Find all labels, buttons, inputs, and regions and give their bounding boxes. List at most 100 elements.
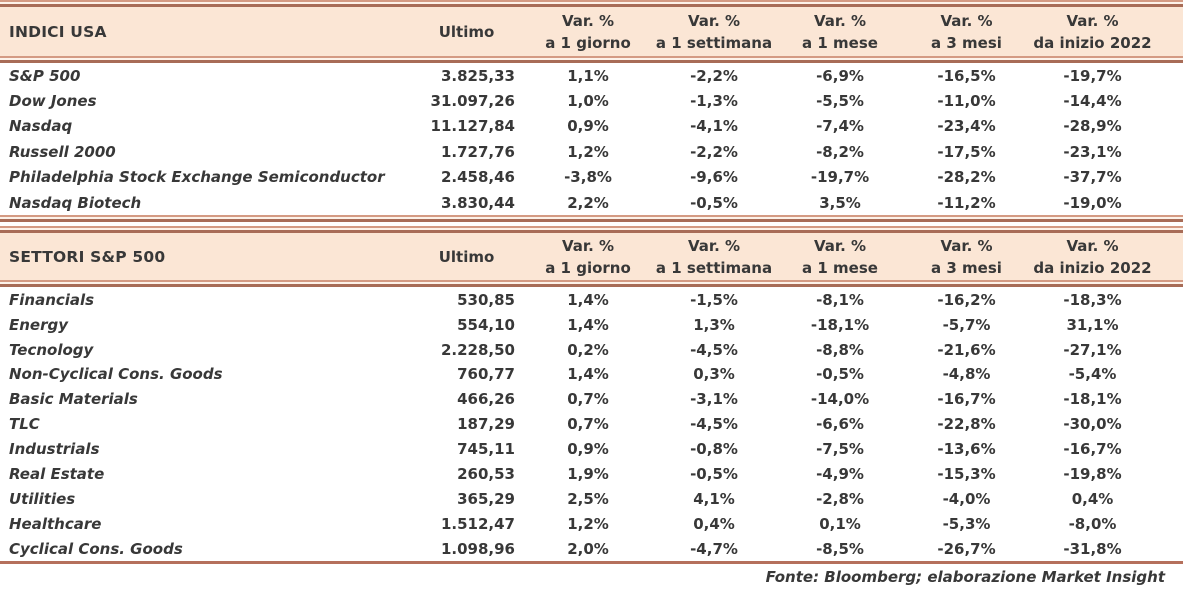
table-row: Healthcare 1.512,47 1,2% 0,4% 0,1% -5,3% -8,0% [0, 511, 1183, 536]
row-label: Real Estate [9, 465, 105, 484]
table-row: Utilities 365,29 2,5% 4,1% -2,8% -4,0% 0,4% [0, 486, 1183, 511]
column-header-var-1-mese: Var. % a 1 mese [802, 11, 878, 52]
row-var-value: 1,4% [567, 290, 609, 309]
row-var-value: -19,7% [1063, 66, 1122, 85]
row-var-value: -28,2% [937, 168, 996, 187]
table-row: Nasdaq Biotech 3.830,44 2,2% -0,5% 3,5% -11,2… [0, 190, 1183, 215]
row-var-value: 0,7% [567, 390, 609, 409]
row-label: Financials [9, 290, 95, 309]
row-var-value: 0,9% [567, 440, 609, 459]
footer: Fonte: Bloomberg; elaborazione Market In… [0, 564, 1183, 590]
row-var-value: 1,2% [567, 514, 609, 533]
row-var-value: -19,8% [1063, 465, 1122, 484]
row-var-value: 0,7% [567, 415, 609, 434]
row-last-price: 554,10 [457, 315, 515, 334]
row-label: S&P 500 [9, 66, 81, 85]
row-var-value: -18,3% [1063, 290, 1122, 309]
row-var-value: -4,8% [942, 365, 991, 384]
table-row: Dow Jones 31.097,26 1,0% -1,3% -5,5% -11,0% -1… [0, 88, 1183, 113]
row-last-price: 745,11 [457, 440, 515, 459]
column-header-var-inizio-2022: Var. % da inizio 2022 [1033, 11, 1152, 52]
row-last-price: 3.830,44 [440, 193, 515, 212]
table-row: Philadelphia Stock Exchange Semiconducto… [0, 165, 1183, 190]
source-attribution: Fonte: Bloomberg; elaborazione Market In… [765, 568, 1165, 587]
column-header-var-1-giorno: Var. % a 1 giorno [545, 11, 631, 52]
table-row: S&P 500 3.825,33 1,1% -2,2% -6,9% -16,5% -19,7… [0, 63, 1183, 88]
row-var-value: -0,5% [690, 465, 738, 484]
row-var-value: -16,7% [1063, 440, 1122, 459]
row-var-value: -28,9% [1063, 117, 1122, 136]
row-var-value: -31,8% [1063, 539, 1122, 558]
row-last-price: 1.727,76 [440, 142, 515, 161]
divider [0, 56, 1183, 63]
row-var-value: 1,4% [567, 365, 609, 384]
row-var-value: 0,2% [567, 340, 609, 359]
row-last-price: 2.228,50 [440, 340, 515, 359]
row-var-value: -27,1% [1063, 340, 1122, 359]
table-row: Financials 530,85 1,4% -1,5% -8,1% -16,2% -18,… [0, 287, 1183, 312]
bottom-rule [0, 561, 1183, 565]
section-title-settori-sp500: SETTORI S&P 500 [9, 247, 166, 266]
row-var-value: -37,7% [1063, 168, 1122, 187]
row-label: Basic Materials [9, 390, 138, 409]
row-var-value: -7,5% [816, 440, 864, 459]
table-row: Basic Materials 466,26 0,7% -3,1% -14,0% -16,… [0, 387, 1183, 412]
row-var-value: 3,5% [819, 193, 861, 212]
row-label: Cyclical Cons. Goods [9, 539, 183, 558]
row-last-price: 1.098,96 [440, 539, 515, 558]
row-var-value: -6,6% [816, 415, 864, 434]
row-var-value: -23,1% [1063, 142, 1122, 161]
row-var-value: -16,2% [937, 290, 996, 309]
column-header-ultimo: Ultimo [438, 247, 495, 266]
row-var-value: -7,4% [816, 117, 864, 136]
row-var-value: -8,0% [1068, 514, 1117, 533]
row-var-value: -26,7% [937, 539, 996, 558]
row-var-value: -4,7% [690, 539, 738, 558]
column-header-var-3-mesi: Var. % a 3 mesi [931, 11, 1002, 52]
row-var-value: -2,2% [690, 66, 738, 85]
row-var-value: -4,1% [690, 117, 738, 136]
table-row: Energy 554,10 1,4% 1,3% -18,1% -5,7% 31,1% [0, 312, 1183, 337]
row-var-value: -5,7% [942, 315, 991, 334]
row-var-value: 1,0% [567, 92, 609, 111]
row-label: Nasdaq Biotech [9, 193, 142, 212]
row-var-value: -21,6% [937, 340, 996, 359]
row-var-value: -9,6% [690, 168, 738, 187]
table-row: Cyclical Cons. Goods 1.098,96 2,0% -4,7% -8,… [0, 536, 1183, 561]
column-header-var-inizio-2022: Var. % da inizio 2022 [1033, 236, 1152, 277]
row-label: Tecnology [9, 340, 94, 359]
row-var-value: -19,7% [810, 168, 870, 187]
row-var-value: -6,9% [816, 66, 864, 85]
row-var-value: 31,1% [1066, 315, 1119, 334]
divider [0, 280, 1183, 288]
row-last-price: 365,29 [457, 489, 515, 508]
row-last-price: 31.097,26 [430, 92, 515, 111]
row-label: Utilities [9, 489, 76, 508]
row-var-value: -18,1% [810, 315, 870, 334]
divider [0, 226, 1183, 234]
row-var-value: 2,5% [567, 489, 609, 508]
row-var-value: -4,0% [942, 489, 991, 508]
row-label: Russell 2000 [9, 142, 116, 161]
table-row: Real Estate 260,53 1,9% -0,5% -4,9% -15,3% -19… [0, 462, 1183, 487]
row-label: TLC [9, 415, 40, 434]
row-var-value: -13,6% [937, 440, 996, 459]
row-var-value: -5,4% [1068, 365, 1117, 384]
row-label: Industrials [9, 440, 100, 459]
row-var-value: 2,2% [567, 193, 609, 212]
row-var-value: -0,8% [690, 440, 738, 459]
row-var-value: -4,5% [690, 415, 738, 434]
row-var-value: -8,1% [816, 290, 864, 309]
row-var-value: -8,2% [816, 142, 864, 161]
row-var-value: -23,4% [937, 117, 996, 136]
row-var-value: -0,5% [816, 365, 864, 384]
row-label: Energy [9, 315, 69, 334]
row-var-value: 0,4% [1071, 489, 1114, 508]
row-var-value: -4,5% [690, 340, 738, 359]
row-var-value: -18,1% [1063, 390, 1122, 409]
row-var-value: -14,4% [1063, 92, 1122, 111]
row-var-value: -3,8% [564, 168, 612, 187]
row-last-price: 466,26 [457, 390, 515, 409]
row-var-value: -14,0% [810, 390, 870, 409]
